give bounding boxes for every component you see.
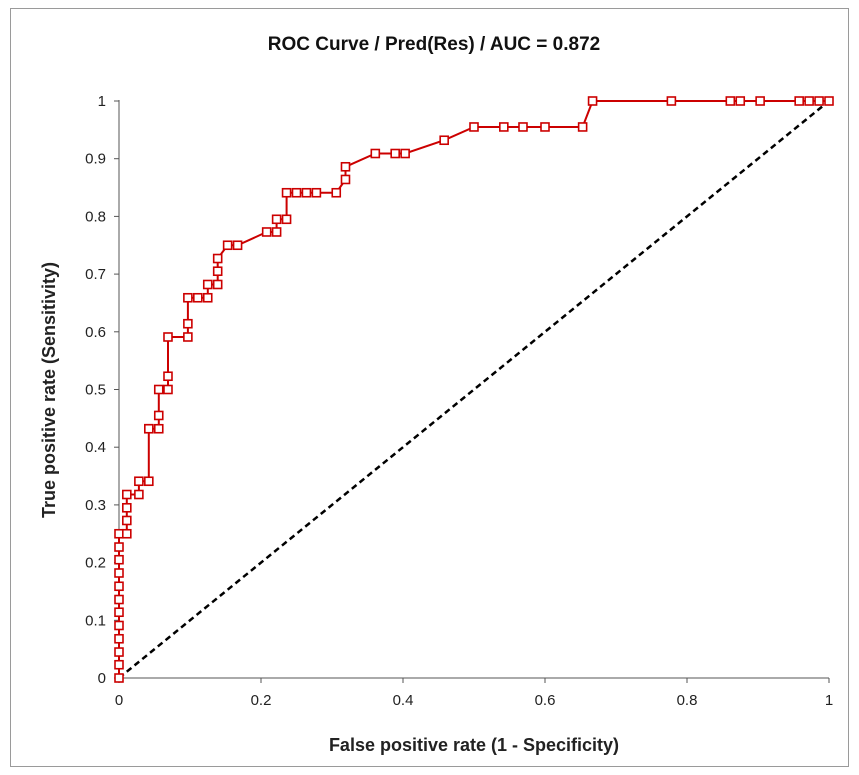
roc-point (183, 318, 193, 329)
reference-line (118, 100, 830, 679)
roc-point (518, 122, 528, 132)
y-tick-label: 0.3 (85, 497, 106, 514)
y-tick-label: 0.1 (85, 612, 106, 629)
tick-labels: 0 0.2 0.4 0.6 0.8 1 0 0.1 0.2 0.3 0.4 0.5 0.6 0.7 0.8 0… (85, 93, 833, 709)
roc-markers (114, 96, 834, 683)
roc-curve-line (118, 100, 829, 678)
reference-diagonal-line (118, 100, 830, 679)
y-tick-label: 0.2 (85, 555, 106, 572)
roc-curve (118, 100, 829, 678)
roc-point (183, 332, 193, 342)
roc-point (735, 96, 746, 106)
roc-point (281, 187, 292, 198)
roc-point (370, 148, 381, 159)
roc-point (331, 187, 342, 198)
roc-point (144, 476, 154, 487)
roc-point (114, 673, 124, 683)
roc-point (499, 122, 509, 132)
y-tick-label: 0.7 (85, 266, 106, 283)
roc-point (114, 633, 124, 644)
roc-point (755, 96, 765, 106)
roc-point (281, 214, 292, 225)
y-tick-label: 0.8 (85, 208, 106, 225)
roc-point (222, 240, 233, 251)
roc-point (114, 528, 124, 539)
y-tick-label: 1 (98, 93, 106, 110)
roc-point (804, 96, 814, 106)
roc-point (114, 581, 124, 592)
roc-point (291, 187, 302, 198)
y-tick-label: 0.4 (85, 439, 106, 456)
chart-title: ROC Curve / Pred(Res) / AUC = 0.872 (268, 34, 600, 55)
roc-point (163, 384, 173, 395)
roc-point (122, 489, 132, 500)
roc-point (311, 187, 322, 198)
y-tick-label: 0.5 (85, 382, 106, 399)
roc-point (114, 620, 124, 631)
x-tick-label: 0.4 (393, 692, 414, 709)
roc-point (587, 96, 598, 106)
roc-point (794, 96, 804, 106)
x-tick-label: 0 (115, 692, 123, 709)
roc-point (114, 647, 124, 657)
roc-point (814, 96, 824, 106)
x-tick-label: 1 (825, 692, 833, 709)
roc-point (271, 214, 282, 225)
roc-point (824, 96, 834, 106)
x-tick-label: 0.6 (535, 692, 556, 709)
x-tick-label: 0.2 (251, 692, 272, 709)
roc-point (725, 96, 736, 106)
roc-point (122, 515, 132, 526)
roc-point (114, 568, 124, 578)
x-tick-label: 0.8 (677, 692, 698, 709)
roc-point (469, 122, 479, 132)
roc-point (577, 122, 588, 132)
roc-point (153, 384, 164, 395)
roc-point (202, 292, 213, 303)
roc-point (144, 423, 154, 434)
roc-point (400, 148, 410, 159)
chart-frame (10, 8, 849, 767)
y-axis-title: True positive rate (Sensitivity) (39, 262, 59, 518)
roc-point (261, 227, 272, 237)
roc-point (193, 292, 203, 303)
roc-point (163, 371, 173, 382)
roc-point (134, 489, 144, 500)
roc-point (114, 607, 124, 618)
y-tick-label: 0.6 (85, 324, 106, 341)
roc-point (666, 96, 677, 106)
roc-point (134, 476, 144, 487)
roc-point (153, 423, 164, 434)
roc-point (212, 279, 223, 290)
roc-point (183, 292, 193, 303)
roc-point (540, 122, 550, 132)
roc-point (340, 161, 351, 172)
roc-point (114, 554, 124, 565)
roc-point (271, 227, 282, 237)
y-tick-label: 0 (98, 670, 106, 687)
roc-point (212, 253, 223, 264)
roc-point (114, 594, 124, 605)
roc-point (232, 240, 243, 251)
roc-point (340, 174, 351, 185)
x-axis-title: False positive rate (1 - Specificity) (329, 735, 619, 755)
roc-point (301, 187, 312, 198)
roc-point (202, 279, 213, 290)
roc-point (114, 659, 124, 670)
roc-point (212, 266, 223, 277)
roc-point (114, 542, 124, 552)
y-tick-label: 0.9 (85, 151, 106, 168)
roc-point (163, 332, 173, 342)
roc-point (390, 148, 400, 159)
roc-point (122, 528, 132, 539)
roc-point (439, 135, 449, 146)
roc-point (122, 502, 132, 513)
roc-point (153, 410, 164, 421)
